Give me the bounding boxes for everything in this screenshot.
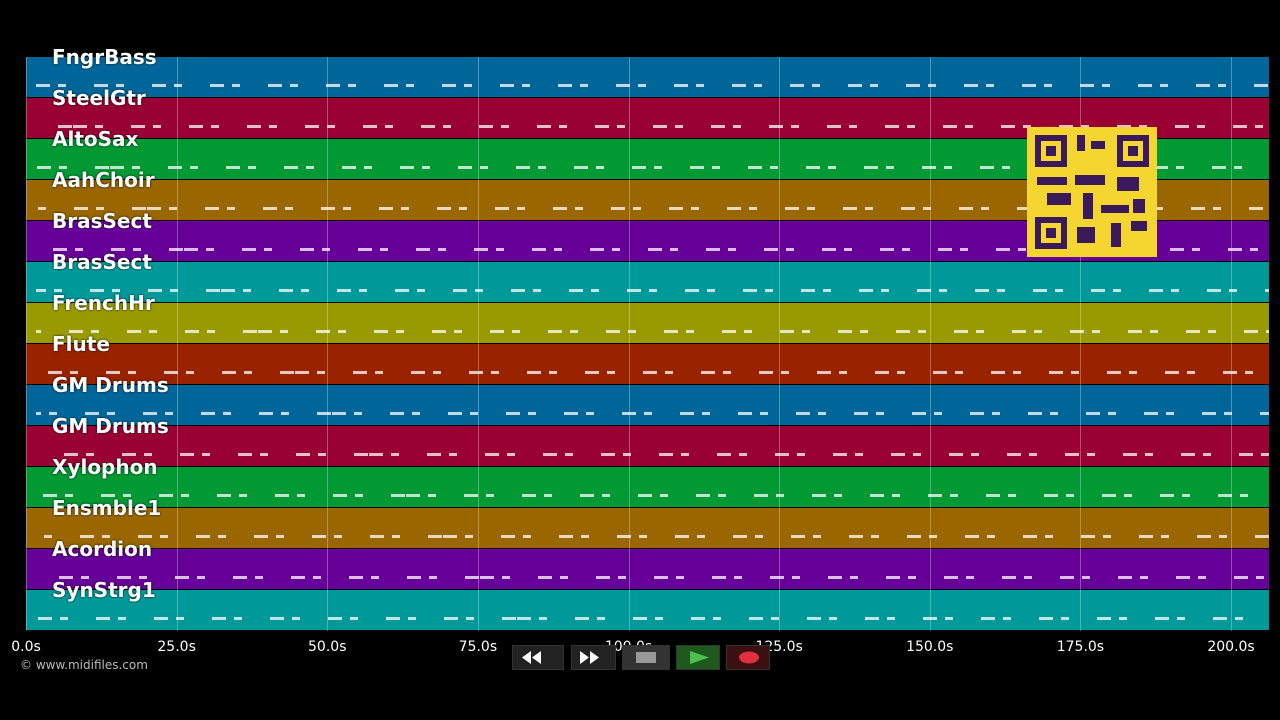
grid-line: [1080, 57, 1082, 631]
track-name: Ensmble1: [52, 496, 162, 520]
forward-button[interactable]: [571, 645, 616, 670]
grid-line: [327, 57, 329, 631]
track-name: GM Drums: [52, 414, 169, 438]
track-name: FrenchHr: [52, 291, 155, 315]
x-tick-label: 150.0s: [906, 639, 954, 655]
note-strip: [36, 371, 1269, 374]
track-name: FngrBass: [52, 45, 157, 69]
note-strip: [36, 330, 1269, 333]
grid-line: [1231, 57, 1233, 631]
note-strip: [36, 535, 1269, 538]
track-name: SteelGtr: [52, 86, 146, 110]
track-name: SynStrg1: [52, 578, 156, 602]
track-name: BrasSect: [52, 250, 152, 274]
note-strip: [36, 617, 1269, 620]
x-tick-label: 200.0s: [1207, 639, 1255, 655]
record-button[interactable]: [726, 645, 770, 670]
grid-line: [26, 57, 27, 631]
track-name: Xylophon: [52, 455, 158, 479]
track-name: BrasSect: [52, 209, 152, 233]
track-lane: [26, 467, 1269, 508]
track-name: AahChoir: [52, 168, 155, 192]
track-name: Acordion: [52, 537, 153, 561]
grid-line: [929, 57, 931, 631]
x-tick-label: 175.0s: [1056, 639, 1105, 655]
note-strip: [36, 207, 1269, 210]
grid-line: [628, 57, 630, 631]
grid-line: [176, 57, 178, 631]
track-lane: [26, 508, 1269, 549]
stop-button[interactable]: [622, 645, 670, 670]
track-lane: [26, 262, 1269, 303]
track-lane: [26, 344, 1269, 385]
track-name: Flute: [52, 332, 110, 356]
track-lane: [26, 590, 1269, 631]
track-name: AltoSax: [52, 127, 139, 151]
note-strip: [36, 453, 1269, 456]
note-strip: [36, 84, 1269, 87]
grid-line: [477, 57, 479, 631]
play-button[interactable]: [676, 645, 720, 670]
note-strip: [36, 166, 1269, 169]
note-strip: [36, 125, 1269, 128]
qr-code: [1027, 127, 1157, 257]
track-name: GM Drums: [52, 373, 169, 397]
grid-line: [779, 57, 781, 631]
x-tick-label: 75.0s: [458, 639, 498, 655]
track-lane: [26, 549, 1269, 590]
x-tick-label: 0.0s: [11, 639, 41, 655]
note-strip: [36, 412, 1269, 415]
track-lane: [26, 303, 1269, 344]
note-strip: [36, 494, 1269, 497]
note-strip: [36, 289, 1269, 292]
track-lane: [26, 426, 1269, 467]
rewind-button[interactable]: [512, 645, 564, 670]
note-strip: [36, 576, 1269, 579]
note-strip: [36, 248, 1269, 251]
x-tick-label: 50.0s: [308, 639, 347, 655]
x-tick-label: 25.0s: [157, 639, 196, 655]
track-lane: [26, 385, 1269, 426]
track-lane: [26, 57, 1269, 98]
footer: © www.midifiles.com: [20, 658, 148, 672]
